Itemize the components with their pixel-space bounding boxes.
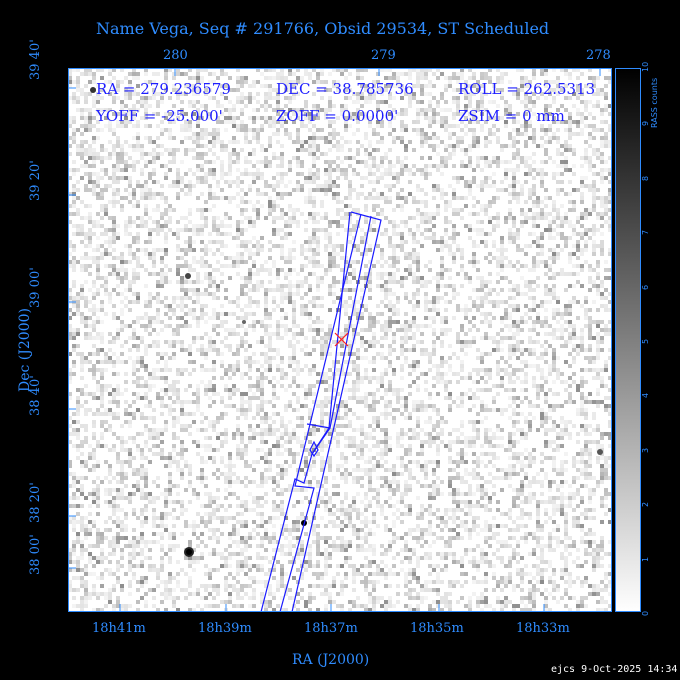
colorbar-tick-6: 6 <box>641 284 650 290</box>
bottom-tick-18h41m: 18h41m <box>92 621 146 636</box>
colorbar-tick-3: 3 <box>641 447 650 453</box>
colorbar-tick-5: 5 <box>641 338 650 344</box>
left-tick-38-20: 38 20' <box>28 482 43 523</box>
colorbar-tick-9: 9 <box>641 121 650 127</box>
roll-readout: ROLL = 262.5313 <box>458 80 596 98</box>
x-axis-label: RA (J2000) <box>292 652 370 668</box>
colorbar <box>615 68 641 612</box>
footer-timestamp: ejcs 9-Oct-2025 14:34 <box>551 664 678 675</box>
bottom-tick-18h37m: 18h37m <box>304 621 358 636</box>
left-tick-39-40: 39 40' <box>28 39 43 80</box>
plot-frame <box>68 68 612 612</box>
left-tick-38-00: 38 00' <box>28 534 43 575</box>
left-tick-39-20: 39 20' <box>28 160 43 201</box>
frame-ticks <box>68 68 601 612</box>
dec-readout: DEC = 38.785736 <box>276 80 414 98</box>
top-tick-279: 279 <box>371 48 396 63</box>
ra-readout: RA = 279.236579 <box>96 80 231 98</box>
bottom-tick-18h33m: 18h33m <box>516 621 570 636</box>
top-tick-278: 278 <box>586 48 611 63</box>
y-axis-label: Dec (J2000) <box>17 308 33 392</box>
target-marker <box>334 332 349 347</box>
sky-image-plot[interactable] <box>68 68 612 612</box>
zsim-readout: ZSIM = 0 mm <box>458 107 565 125</box>
colorbar-tick-1: 1 <box>641 556 650 562</box>
detector-outline <box>260 211 382 612</box>
zoff-readout: ZOFF = 0.0000' <box>276 107 399 125</box>
colorbar-label: RASS counts <box>650 77 659 128</box>
colorbar-tick-7: 7 <box>641 230 650 236</box>
left-tick-39-00: 39 00' <box>28 267 43 308</box>
top-tick-280: 280 <box>163 48 188 63</box>
colorbar-tick-2: 2 <box>641 502 650 508</box>
bottom-tick-18h39m: 18h39m <box>198 621 252 636</box>
colorbar-tick-4: 4 <box>641 393 650 399</box>
colorbar-tick-10: 10 <box>641 61 650 72</box>
rass-background-image <box>68 68 612 612</box>
yoff-readout: YOFF = -25.000' <box>96 107 223 125</box>
colorbar-tick-0: 0 <box>641 610 650 616</box>
plot-title: Name Vega, Seq # 291766, Obsid 29534, ST… <box>96 19 550 38</box>
bottom-tick-18h35m: 18h35m <box>410 621 464 636</box>
colorbar-tick-8: 8 <box>641 175 650 181</box>
